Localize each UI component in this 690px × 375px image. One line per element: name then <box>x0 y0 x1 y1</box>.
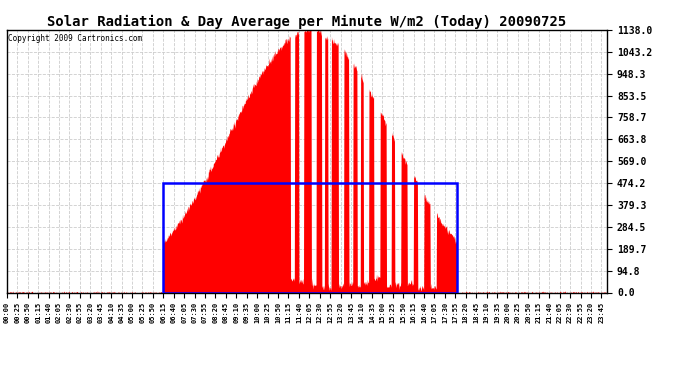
Title: Solar Radiation & Day Average per Minute W/m2 (Today) 20090725: Solar Radiation & Day Average per Minute… <box>48 15 566 29</box>
Bar <box>164 183 457 292</box>
Text: Copyright 2009 Cartronics.com: Copyright 2009 Cartronics.com <box>8 34 142 43</box>
